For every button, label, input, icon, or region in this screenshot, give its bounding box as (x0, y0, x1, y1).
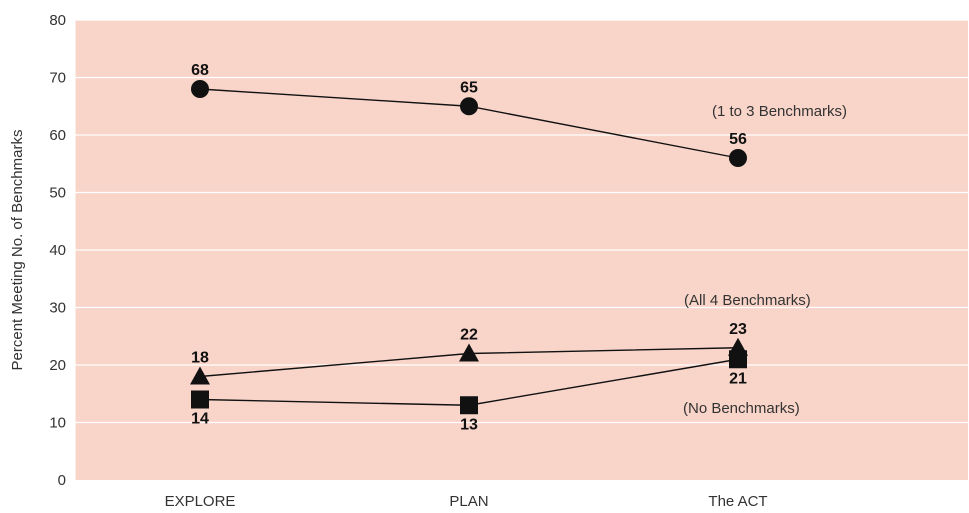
data-label: 56 (729, 131, 747, 148)
data-label: 65 (460, 79, 478, 96)
series-labels: (1 to 3 Benchmarks) (All 4 Benchmarks) (No… (683, 103, 847, 417)
y-axis-label: Percent Meeting No. of Benchmarks (9, 130, 26, 371)
triangle-marker (190, 366, 210, 385)
data-label: 22 (460, 327, 478, 344)
series-markers (190, 80, 748, 415)
data-labels: 68 65 56 18 22 23 14 13 21 (191, 62, 747, 433)
x-tick-label: EXPLORE (165, 493, 236, 510)
data-label: 68 (191, 62, 209, 79)
data-label: 18 (191, 350, 209, 367)
y-tick-label: 10 (49, 415, 66, 432)
circle-marker (191, 80, 209, 98)
series-name-label: (1 to 3 Benchmarks) (712, 103, 847, 120)
data-label: 23 (729, 321, 747, 338)
square-marker (729, 350, 747, 369)
y-tick-label: 60 (49, 127, 66, 144)
x-tick-labels: EXPLORE PLAN The ACT (165, 493, 768, 510)
square-marker (191, 390, 209, 409)
y-tick-label: 30 (49, 300, 66, 317)
data-label: 21 (729, 370, 747, 387)
y-tick-label: 80 (49, 12, 66, 29)
y-tick-labels: 0 10 20 30 40 50 60 70 80 (49, 12, 66, 489)
series-name-label: (No Benchmarks) (683, 400, 800, 417)
data-label: 13 (460, 416, 478, 433)
y-tick-label: 0 (58, 472, 66, 489)
x-tick-label: The ACT (708, 493, 767, 510)
triangle-marker (459, 343, 479, 362)
circle-marker (460, 97, 478, 116)
y-tick-label: 20 (49, 357, 66, 374)
data-label: 14 (191, 411, 209, 428)
circle-marker (729, 149, 747, 167)
y-tick-label: 70 (49, 70, 66, 87)
gridlines (75, 19, 968, 424)
x-tick-label: PLAN (449, 493, 488, 510)
y-tick-label: 50 (49, 185, 66, 202)
square-marker (460, 396, 478, 415)
series-name-label: (All 4 Benchmarks) (684, 292, 811, 309)
y-tick-label: 40 (49, 242, 66, 259)
